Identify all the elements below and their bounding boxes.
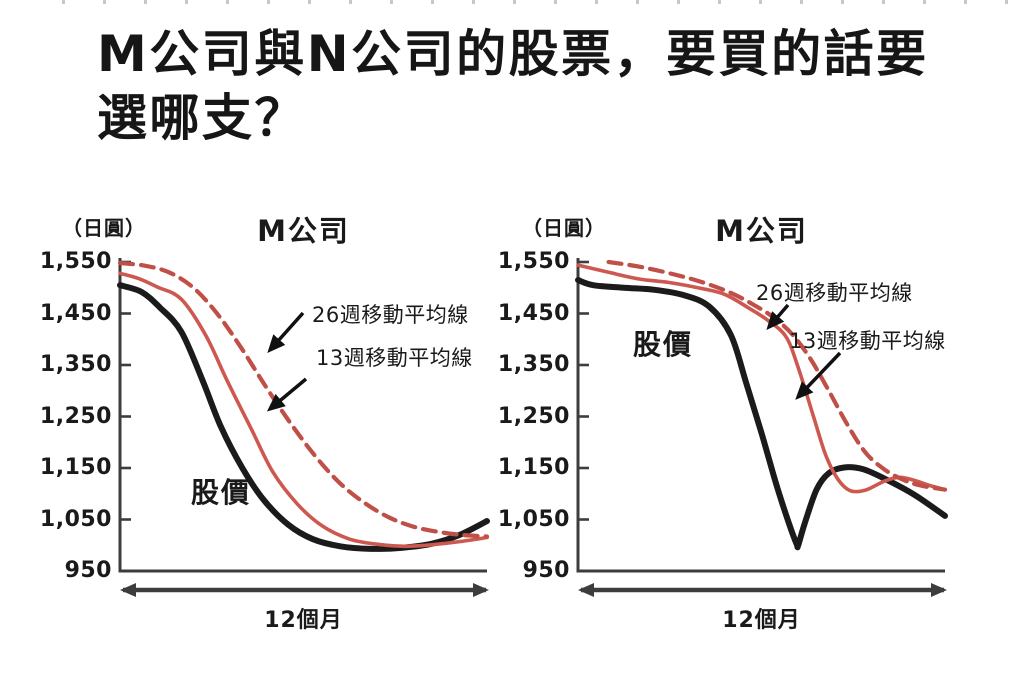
y-tick-label: 950: [522, 558, 570, 583]
ma13-pointer-arrow-left: [266, 377, 308, 412]
ma26-pointer-arrow-right: [766, 303, 790, 331]
price-line-label-left: 股價: [191, 476, 252, 509]
page-title-line-2: 選哪支？: [97, 89, 307, 147]
y-axis-labels-left: 1,550 1,450 1,350 1,250 1,150 1,050 950: [34, 0, 112, 583]
cropped-text-remnant: [62, 0, 1012, 4]
chart-title-right: M公司: [715, 214, 808, 248]
y-tick-label: 1,350: [497, 352, 570, 377]
y-axis-labels-right: 1,550 1,450 1,350 1,250 1,150 1,050 950: [492, 0, 570, 583]
x-axis-label-left: 12個月: [264, 608, 343, 633]
y-tick-label: 1,250: [497, 403, 570, 429]
x-axis-label-right: 12個月: [722, 608, 801, 633]
y-tick-label: 1,450: [497, 300, 570, 326]
y-tick-label: 1,450: [39, 300, 112, 326]
y-tick-label: 1,150: [497, 455, 570, 480]
y-tick-label: 950: [64, 558, 112, 583]
y-tick-label: 1,150: [39, 455, 112, 480]
y-tick-label: 1,550: [497, 249, 570, 274]
y-unit-label-right: （日圓）: [522, 216, 606, 240]
ma26-line: [606, 259, 948, 492]
ma13-line: [118, 271, 489, 549]
y-tick-label: 1,050: [39, 506, 112, 532]
ma13-label-left: 13週移動平均線: [316, 346, 473, 370]
ma26-label-left: 26週移動平均線: [312, 303, 469, 327]
page-title: M公司與N公司的股票，要買的話要 選哪支？: [97, 22, 929, 150]
ma13-label-right: 13週移動平均線: [789, 329, 946, 353]
price-line: [575, 277, 948, 551]
axis-frame: [118, 258, 487, 573]
chart-title-left: M公司: [257, 214, 350, 248]
y-unit-label-left: （日圓）: [62, 216, 146, 240]
ma26-pointer-arrow-left: [267, 311, 305, 353]
price-line-label-right: 股價: [633, 328, 694, 361]
ma26-label-right: 26週移動平均線: [756, 281, 913, 305]
page-title-line-1: M公司與N公司的股票，要買的話要: [97, 25, 929, 83]
ma26-line: [117, 260, 490, 539]
y-tick-label: 1,050: [497, 506, 570, 532]
axis-frame: [576, 258, 945, 573]
ma13-pointer-arrow-right: [795, 351, 842, 400]
y-tick-label: 1,550: [39, 249, 112, 274]
y-tick-label: 1,250: [39, 403, 112, 429]
y-tick-label: 1,350: [39, 352, 112, 377]
